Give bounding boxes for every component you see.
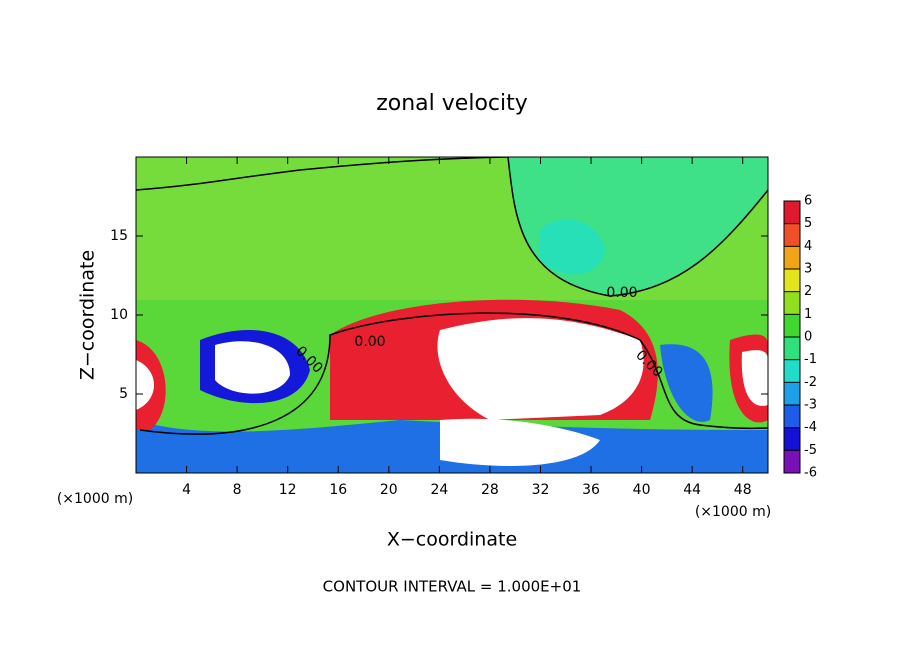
- contour-line: [136, 157, 509, 191]
- field-region: [136, 360, 154, 410]
- y-tick-label: 10: [110, 307, 128, 323]
- x-tick-label: 12: [279, 482, 297, 498]
- x-tick-label: 4: [182, 482, 191, 498]
- colorbar-label: -4: [804, 420, 817, 435]
- x-tick-label: 32: [532, 482, 550, 498]
- colorbar-label: -1: [804, 352, 817, 367]
- field-region: [440, 418, 600, 466]
- colorbar-label: -6: [804, 466, 817, 481]
- colorbar-segment: [784, 427, 800, 451]
- colorbar-label: 2: [804, 284, 812, 299]
- y-tick-label: 15: [110, 228, 128, 244]
- field: [136, 157, 768, 473]
- x-tick-label: 8: [233, 482, 242, 498]
- field-region: [741, 350, 768, 406]
- colorbar-segment: [784, 405, 800, 428]
- colorbar-segment: [784, 223, 800, 247]
- colorbar-label: -5: [804, 443, 817, 458]
- colorbar-segment: [784, 269, 800, 292]
- x-unit-label: (×1000 m): [695, 504, 771, 520]
- colorbar-label: 3: [804, 262, 812, 277]
- field-region: [660, 344, 713, 422]
- colorbar-segment: [784, 382, 800, 405]
- y-tick-label: 5: [119, 386, 128, 402]
- colorbar-label: 6: [804, 194, 812, 209]
- colorbar-label: 0: [804, 330, 812, 345]
- x-tick-label: 20: [380, 482, 398, 498]
- x-tick-label: 40: [633, 482, 651, 498]
- colorbar-segment: [784, 359, 800, 383]
- colorbar-label: -3: [804, 398, 817, 413]
- x-tick-label: 48: [734, 482, 752, 498]
- colorbar-segment: [784, 314, 800, 337]
- colorbar-label: -2: [804, 375, 817, 390]
- contour-label: 0.00: [606, 285, 637, 301]
- contour-line: [507, 157, 768, 297]
- field-region: [215, 341, 290, 394]
- colorbar-label: 4: [804, 239, 812, 254]
- x-tick-label: 28: [481, 482, 499, 498]
- colorbar-label: 1: [804, 307, 812, 322]
- x-tick-label: 36: [582, 482, 600, 498]
- x-tick-label: 24: [430, 482, 448, 498]
- contour-label: 0.00: [354, 334, 385, 350]
- colorbar-label: 5: [804, 216, 812, 231]
- y-axis-label: Z−coordinate: [77, 250, 99, 380]
- x-axis-label: X−coordinate: [387, 529, 517, 551]
- colorbar-segment: [784, 291, 800, 315]
- x-tick-label: 44: [683, 482, 701, 498]
- x-tick-label: 16: [329, 482, 347, 498]
- contour-line: [139, 312, 768, 435]
- colorbar-segment: [784, 201, 800, 224]
- colorbar-segment: [784, 450, 800, 473]
- colorbar-segment: [784, 246, 800, 269]
- field-region: [540, 219, 605, 274]
- field-region: [437, 318, 644, 420]
- footer: CONTOUR INTERVAL = 1.000E+01: [323, 578, 582, 596]
- x-unit-label: (×1000 m): [57, 491, 133, 507]
- colorbar-segment: [784, 337, 800, 360]
- chart-title: zonal velocity: [376, 91, 528, 116]
